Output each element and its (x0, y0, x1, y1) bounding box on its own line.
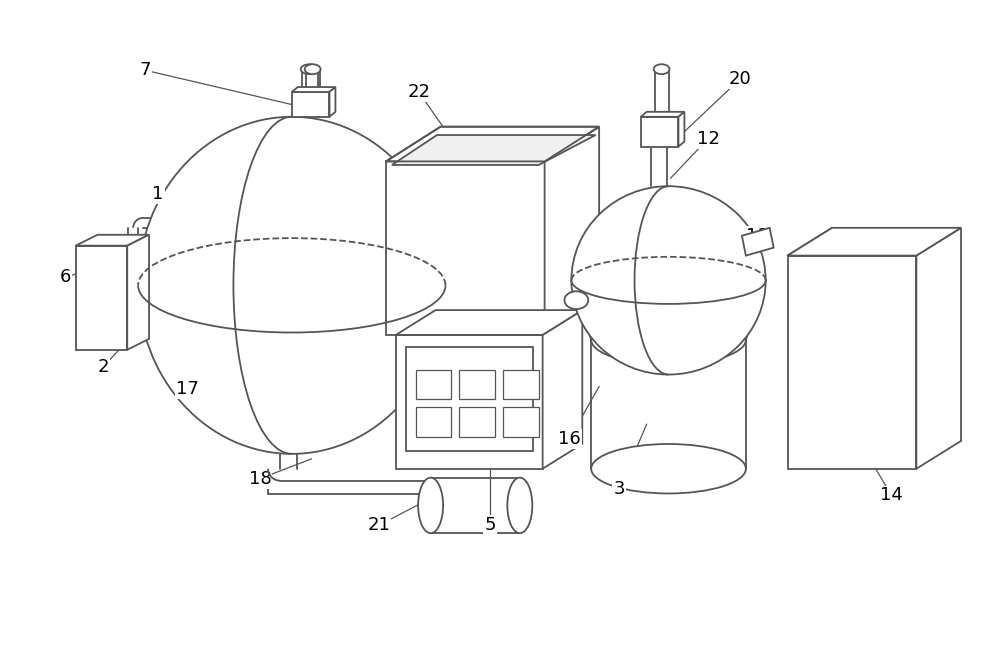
Text: 21: 21 (368, 516, 390, 534)
Polygon shape (641, 112, 684, 117)
Bar (503, 407, 539, 437)
Bar (416, 407, 451, 437)
Polygon shape (386, 126, 599, 161)
Polygon shape (916, 228, 961, 469)
Text: 5: 5 (484, 516, 496, 534)
Polygon shape (392, 135, 596, 165)
Polygon shape (396, 335, 543, 469)
Polygon shape (76, 246, 127, 350)
Ellipse shape (591, 444, 746, 493)
Text: 16: 16 (558, 430, 581, 448)
Polygon shape (545, 126, 599, 335)
Text: 7: 7 (139, 61, 151, 79)
Bar (459, 370, 495, 399)
Polygon shape (788, 255, 916, 469)
Ellipse shape (654, 64, 670, 74)
Text: 2: 2 (98, 357, 109, 375)
Ellipse shape (418, 478, 443, 533)
Ellipse shape (571, 186, 766, 375)
Ellipse shape (564, 292, 588, 309)
Polygon shape (543, 310, 582, 469)
Text: 18: 18 (249, 470, 271, 488)
Polygon shape (292, 87, 335, 92)
Polygon shape (386, 161, 545, 335)
Polygon shape (292, 92, 329, 117)
Text: 14: 14 (880, 486, 903, 504)
Bar (416, 370, 451, 399)
Text: 11: 11 (746, 227, 769, 244)
Text: 20: 20 (729, 70, 751, 88)
Polygon shape (678, 112, 684, 146)
Ellipse shape (301, 64, 319, 74)
Bar (503, 370, 539, 399)
Ellipse shape (138, 117, 445, 454)
Polygon shape (406, 347, 533, 451)
Polygon shape (396, 310, 582, 335)
Text: 3: 3 (613, 479, 625, 497)
Bar (459, 407, 495, 437)
Polygon shape (76, 235, 149, 246)
Text: 17: 17 (176, 381, 199, 399)
Polygon shape (329, 87, 335, 117)
Polygon shape (641, 117, 678, 146)
Ellipse shape (305, 64, 321, 74)
Text: 6: 6 (60, 268, 71, 286)
Polygon shape (788, 228, 961, 255)
Polygon shape (127, 235, 149, 350)
Text: 12: 12 (697, 130, 720, 148)
Text: 1: 1 (152, 185, 164, 203)
Text: 22: 22 (407, 83, 430, 101)
Polygon shape (742, 228, 774, 255)
Ellipse shape (591, 315, 746, 364)
Ellipse shape (507, 478, 532, 533)
